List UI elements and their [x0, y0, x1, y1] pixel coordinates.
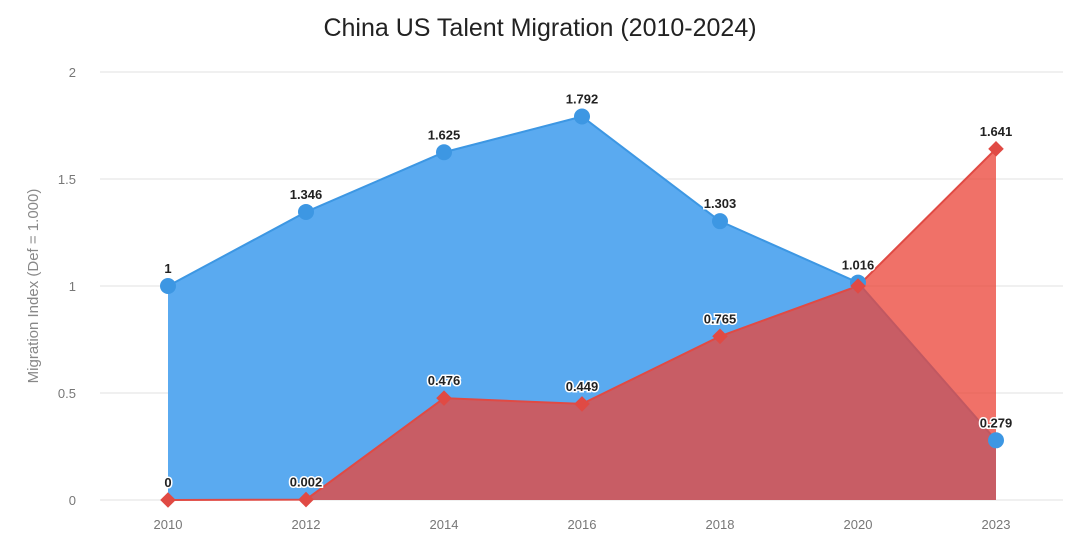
y-tick-label: 1 [69, 279, 76, 294]
series-0-point [988, 432, 1004, 449]
data-label: 1.016 [842, 258, 875, 273]
data-label: 0 [164, 475, 171, 490]
x-tick-label: 2020 [844, 517, 873, 532]
data-label: 0.279 [980, 415, 1013, 430]
series-0-point [574, 108, 590, 125]
data-label: 0.002 [290, 475, 323, 490]
data-label: 1.792 [566, 92, 599, 107]
data-label: 1.303 [704, 196, 737, 211]
data-label: 1.346 [290, 187, 323, 202]
data-label: 0.765 [704, 311, 737, 326]
data-label: 1.625 [428, 127, 461, 142]
x-tick-label: 2010 [154, 517, 183, 532]
series-1-area [168, 148, 996, 501]
series-1-point [988, 141, 1004, 157]
x-tick-label: 2016 [568, 517, 597, 532]
x-tick-label: 2023 [982, 517, 1011, 532]
x-tick-label: 2018 [706, 517, 735, 532]
data-label: 1 [164, 261, 171, 276]
series-1-point [160, 492, 176, 508]
series-0-point [712, 213, 728, 230]
series-0-point [436, 144, 452, 161]
y-tick-label: 0 [69, 493, 76, 508]
y-tick-label: 0.5 [58, 386, 76, 401]
series-0-point [298, 203, 314, 220]
series-0-point [160, 278, 176, 294]
data-label: 0.449 [566, 379, 599, 394]
x-tick-label: 2014 [430, 517, 459, 532]
y-tick-label: 2 [69, 65, 76, 80]
data-label: 1.641 [980, 124, 1013, 139]
y-axis-label: Migration Index (Def = 1.000) [25, 189, 42, 384]
chart-title: China US Talent Migration (2010-2024) [323, 14, 756, 42]
data-label: 0.476 [428, 373, 461, 388]
y-tick-label: 1.5 [58, 172, 76, 187]
x-tick-label: 2012 [292, 517, 321, 532]
